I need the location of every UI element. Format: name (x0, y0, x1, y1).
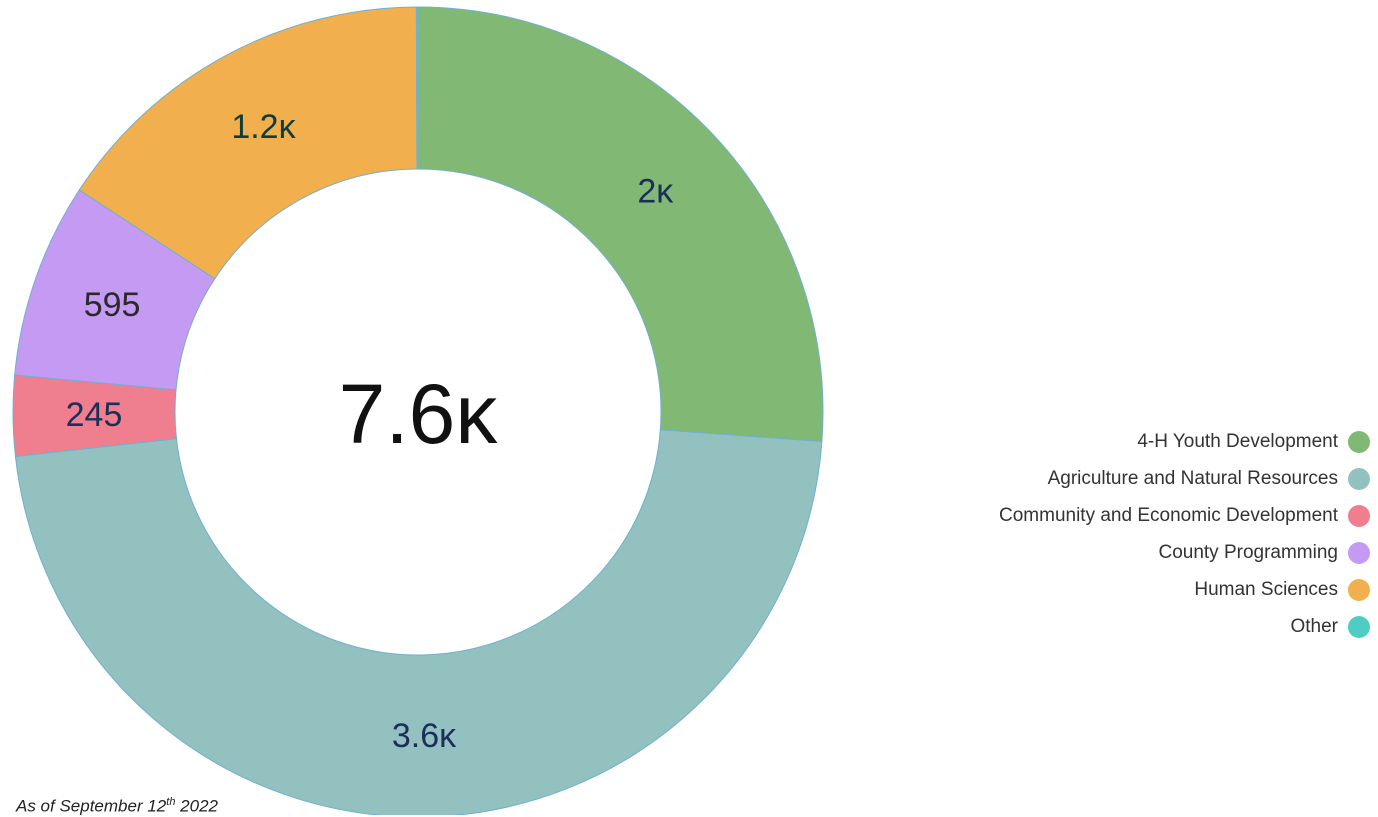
chart-legend: 4-H Youth Development Agriculture and Nat… (999, 426, 1370, 642)
legend-item-other[interactable]: Other (1290, 611, 1370, 642)
slice-other[interactable] (415, 6, 419, 170)
legend-swatch (1348, 504, 1370, 527)
footnote-prefix: As of September 12 (16, 796, 167, 816)
footnote-suffix: 2022 (175, 796, 218, 816)
legend-label: Other (1290, 615, 1338, 637)
legend-label: Human Sciences (1194, 578, 1338, 600)
legend-label: 4-H Youth Development (1137, 430, 1338, 452)
legend-swatch (1348, 430, 1370, 453)
legend-swatch (1348, 467, 1370, 490)
legend-swatch (1348, 541, 1370, 564)
donut-chart: 2ĸ 3.6ĸ 245 595 1.2ĸ 7.6ĸ (12, 6, 824, 815)
slice-label-county-programming: 595 (84, 286, 141, 324)
legend-swatch (1348, 615, 1370, 638)
footnote-superscript: th (166, 796, 176, 808)
legend-label: Agriculture and Natural Resources (1047, 467, 1338, 489)
slice-label-community-and-economic-development: 245 (66, 396, 123, 434)
legend-item-human-sciences[interactable]: Human Sciences (1194, 574, 1370, 605)
legend-item-county-programming[interactable]: County Programming (1158, 537, 1370, 568)
slice-4-h-youth-development[interactable] (417, 6, 824, 443)
legend-item-agriculture-and-natural-resources[interactable]: Agriculture and Natural Resources (1048, 463, 1370, 494)
slice-label-agriculture-and-natural-resources: 3.6ĸ (392, 717, 457, 755)
slice-agriculture-and-natural-resources[interactable] (14, 429, 823, 815)
slice-label-human-sciences: 1.2ĸ (231, 108, 296, 146)
center-total-label: 7.6ĸ (339, 367, 499, 461)
slice-labels: 2ĸ 3.6ĸ 245 595 1.2ĸ (66, 108, 675, 755)
legend-label: County Programming (1158, 541, 1338, 563)
slice-label-4-h-youth-development: 2ĸ (637, 172, 674, 210)
legend-swatch (1348, 578, 1370, 601)
legend-label: Community and Economic Development (999, 504, 1338, 526)
legend-item-4-h-youth-development[interactable]: 4-H Youth Development (1137, 426, 1370, 457)
donut-slices (12, 6, 824, 815)
legend-item-community-and-economic-development[interactable]: Community and Economic Development (999, 500, 1370, 531)
slice-human-sciences[interactable] (78, 6, 418, 280)
as-of-date-footnote: As of September 12th 2022 (16, 796, 218, 817)
